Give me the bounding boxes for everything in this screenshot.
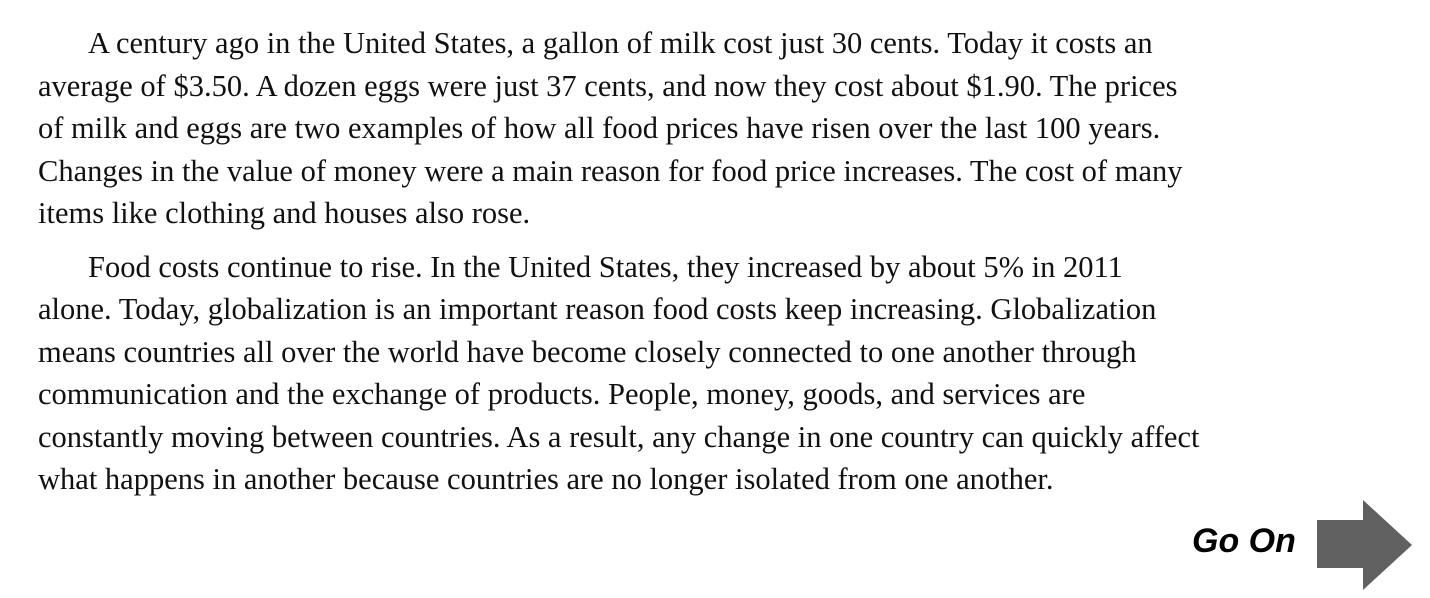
- text-line: of milk and eggs are two examples of how…: [38, 111, 1161, 145]
- text-line: Food costs continue to rise. In the Unit…: [88, 249, 1123, 284]
- paragraph-2: Food costs continue to rise. In the Unit…: [38, 246, 1383, 501]
- arrow-right-icon[interactable]: [1317, 500, 1413, 592]
- text-line: constantly moving between countries. As …: [38, 419, 1200, 454]
- passage: A century ago in the United States, a ga…: [38, 22, 1383, 501]
- text-line: items like clothing and houses also rose…: [38, 196, 531, 230]
- text-line: communication and the exchange of produc…: [38, 377, 1086, 411]
- text-line: Changes in the value of money were a mai…: [38, 153, 1183, 188]
- text-line: A century ago in the United States, a ga…: [88, 26, 1153, 60]
- text-line: alone. Today, globalization is an import…: [38, 292, 1157, 326]
- text-line: what happens in another because countrie…: [38, 462, 1054, 496]
- paragraph-1: A century ago in the United States, a ga…: [38, 22, 1383, 235]
- text-line: means countries all over the world have …: [38, 334, 1137, 369]
- go-on-label[interactable]: Go On: [1192, 522, 1296, 560]
- text-line: average of $3.50. A dozen eggs were just…: [38, 68, 1178, 103]
